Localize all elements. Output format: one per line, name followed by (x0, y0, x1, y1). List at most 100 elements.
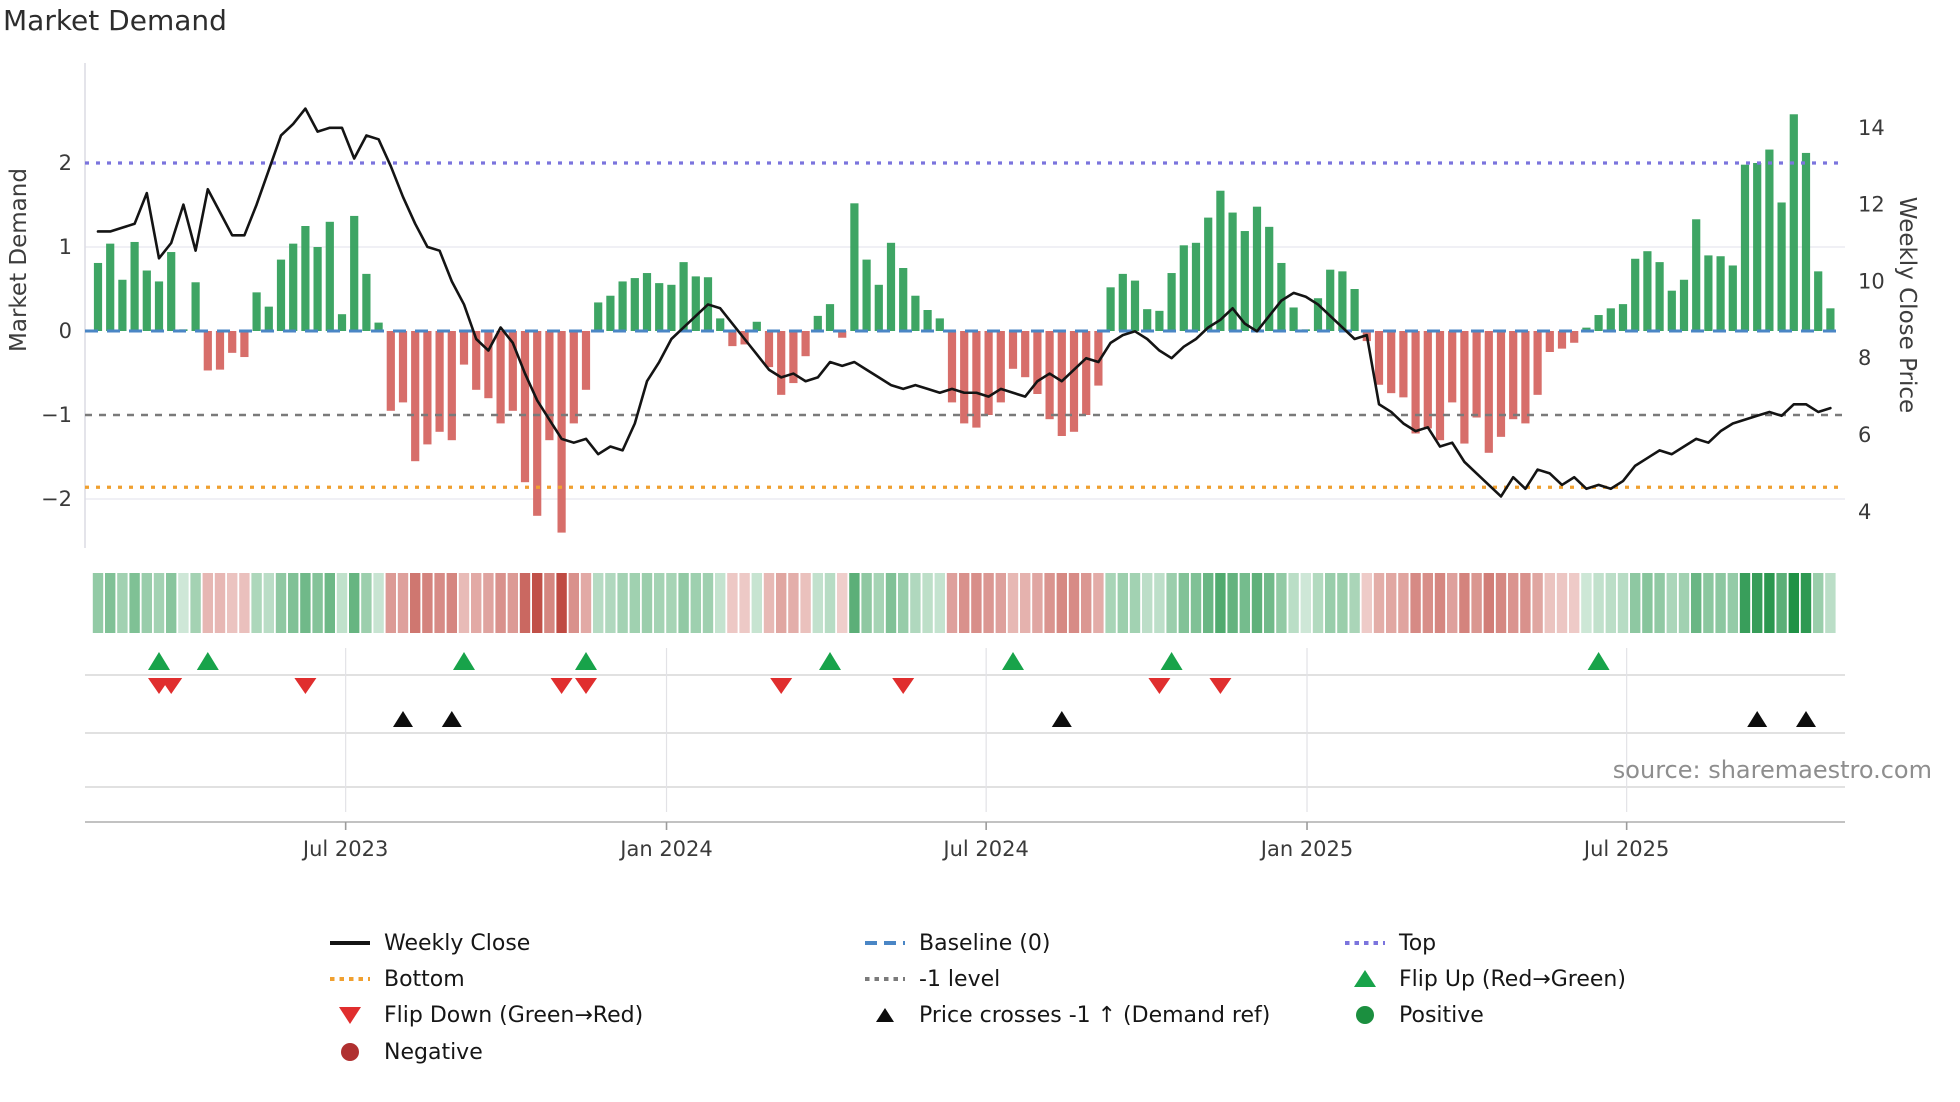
demand-bar (325, 221, 334, 331)
baseline-line-swatch (865, 930, 905, 956)
heatmap-cell (483, 573, 494, 633)
demand-bar (1606, 308, 1615, 331)
demand-bar (533, 331, 542, 516)
heatmap-cell (214, 573, 226, 633)
price-cross-marker (393, 711, 413, 727)
demand-bar (1118, 273, 1127, 331)
chart-canvas: Jul 2023 Jan 2024 Jul 2024 Jan 2025 Jul 2025… (41, 63, 1885, 861)
heatmap-cell (166, 573, 177, 633)
x-tick-label: Jul 2023 (301, 837, 388, 861)
heatmap-cell (1068, 573, 1080, 633)
demand-bar (1082, 331, 1091, 415)
heatmap-cell (1203, 573, 1214, 633)
demand-bar (1191, 242, 1201, 331)
demand-bar (1448, 331, 1457, 403)
demand-bar (984, 331, 993, 415)
flip-up-triangle-icon (1345, 966, 1385, 992)
flip-down-marker (575, 678, 597, 694)
demand-bar (691, 276, 700, 331)
heatmap-cell (1032, 573, 1043, 633)
heatmap-cell (1800, 573, 1812, 633)
page-title: Market Demand (3, 4, 227, 37)
heatmap-cell (153, 573, 165, 633)
flip-up-marker (1587, 652, 1610, 670)
demand-bar (1765, 149, 1774, 331)
positive-dot-icon (1345, 1002, 1385, 1028)
demand-bar (435, 331, 444, 432)
demand-bar (1753, 163, 1762, 331)
legend-item-weekly-close: Weekly Close (330, 928, 530, 958)
demand-bar (1277, 262, 1286, 331)
heatmap-cell (288, 573, 299, 633)
demand-bar (337, 314, 347, 331)
demand-bar (1643, 251, 1652, 331)
weekly-close-line (96, 107, 1832, 498)
flip-up-marker (575, 652, 597, 670)
heatmap-cell (141, 573, 152, 633)
heatmap-cell (629, 573, 640, 633)
demand-bar (655, 283, 664, 331)
flip-up-marker (819, 652, 841, 670)
heatmap-cell (800, 573, 811, 633)
heatmap-cell (739, 573, 750, 633)
left-tick-label: 0 (59, 319, 72, 343)
heatmap-cell (1312, 573, 1324, 633)
heatmap-cell (1020, 573, 1031, 633)
heatmap-cell (422, 573, 433, 633)
heatmap-cell (263, 573, 274, 633)
weekly-close-line-swatch (330, 930, 370, 956)
demand-bar (313, 247, 322, 331)
heatmap-cell (959, 573, 970, 633)
demand-bar (447, 331, 456, 441)
right-tick-label: 12 (1858, 193, 1885, 217)
heatmap-cell (349, 573, 360, 633)
demand-bar (1631, 258, 1640, 331)
demand-bar (606, 295, 615, 331)
demand-bar (386, 331, 395, 411)
heatmap-cell (117, 573, 128, 633)
legend-item-baseline: Baseline (0) (865, 928, 1050, 958)
heatmap-cell (605, 573, 616, 633)
heatmap-cell (178, 573, 189, 633)
demand-bar (911, 295, 920, 331)
heatmap-cell (129, 573, 140, 633)
heatmap-cell (873, 573, 884, 633)
heatmap-cell (1081, 573, 1092, 633)
heatmap-cell (1276, 573, 1287, 633)
demand-bar (947, 331, 957, 403)
minus-one-line-swatch (865, 966, 905, 992)
heatmap-cell (1520, 573, 1531, 633)
demand-bar (1399, 331, 1408, 398)
demand-bar (374, 322, 383, 331)
demand-bar (1167, 273, 1176, 331)
demand-bar (1655, 262, 1664, 331)
demand-bar (728, 331, 737, 347)
heatmap-cell (727, 573, 738, 633)
heatmap-cell (1325, 573, 1336, 633)
heatmap-cell (1642, 573, 1653, 633)
demand-bar (630, 278, 639, 331)
heatmap-cell (227, 573, 238, 633)
demand-bar (1692, 219, 1701, 331)
heatmap-cell (824, 573, 836, 633)
demand-bar (850, 203, 859, 331)
heatmap-cell (1788, 573, 1799, 633)
demand-bar (789, 331, 798, 384)
heatmap-cell (1569, 573, 1580, 633)
demand-bar (508, 331, 517, 411)
heatmap-cell (373, 573, 384, 633)
heatmap-cell (556, 573, 567, 633)
demand-bar (1496, 331, 1506, 437)
right-tick-label: 14 (1858, 116, 1885, 140)
demand-bar (642, 273, 652, 331)
heatmap-cell (434, 573, 445, 633)
demand-bar (1374, 331, 1384, 385)
heatmap-cell (1300, 573, 1311, 633)
flip-down-marker (770, 678, 793, 694)
heatmap-cell (812, 573, 823, 633)
demand-bar (618, 281, 627, 331)
heatmap-cell (837, 573, 848, 633)
bottom-line-swatch (330, 966, 370, 992)
flip-down-marker (550, 678, 573, 694)
demand-bar (777, 331, 786, 395)
